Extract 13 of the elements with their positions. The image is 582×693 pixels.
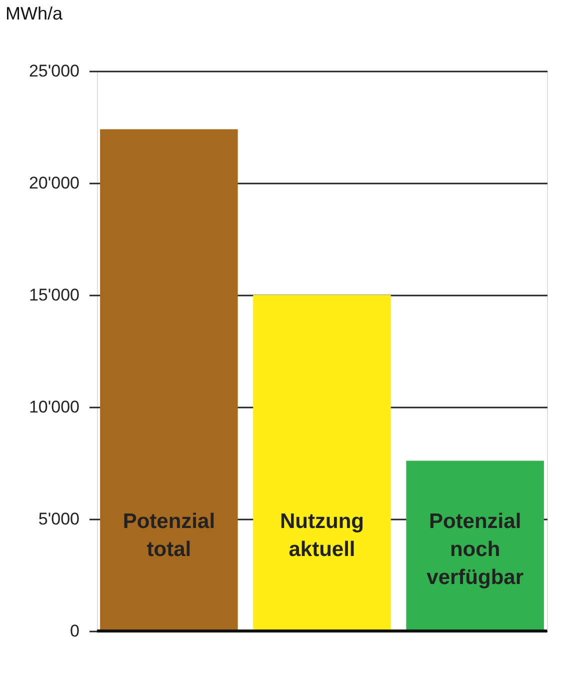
y-tick-label: 20'000 bbox=[28, 174, 80, 192]
bar bbox=[406, 460, 544, 631]
y-tick-label: 25'000 bbox=[28, 62, 80, 80]
bar bbox=[100, 129, 238, 631]
y-tick-label: 0 bbox=[70, 622, 80, 640]
y-tick-label: 15'000 bbox=[28, 286, 80, 304]
y-axis-title: MWh/a bbox=[6, 4, 64, 24]
x-tick-label: Potenzial noch verfügbar bbox=[426, 510, 524, 589]
y-tick-label: 10'000 bbox=[28, 398, 80, 416]
x-tick-label: Nutzung aktuell bbox=[280, 510, 364, 561]
bar bbox=[253, 295, 391, 631]
y-tick-label: 5'000 bbox=[38, 510, 80, 528]
x-tick-label: Potenzial total bbox=[122, 510, 216, 561]
